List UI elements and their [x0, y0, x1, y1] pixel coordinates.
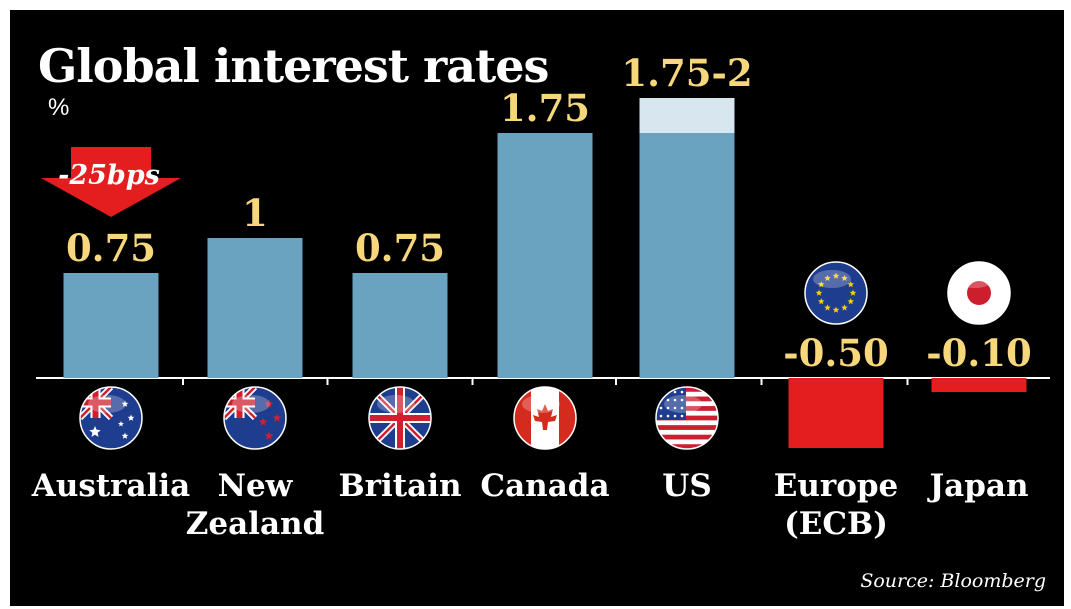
bar-australia — [63, 273, 159, 378]
category-label-line: Australia — [31, 468, 190, 504]
bar-new-zealand — [207, 238, 303, 378]
annotation-down-arrow: -25bps — [41, 147, 181, 217]
source-note: Source: Bloomberg — [860, 570, 1046, 592]
category-label: Europe (ECB) — [774, 468, 899, 542]
britain-flag-icon — [368, 386, 432, 450]
category-label: Canada — [480, 468, 609, 504]
value-label: -0.10 — [926, 331, 1031, 375]
category-label: Australia — [31, 468, 190, 504]
bar-europe-ecb — [788, 378, 884, 448]
category-label: Japan — [926, 468, 1028, 504]
canada-flag-icon — [513, 386, 577, 450]
category-label-line: New — [218, 468, 294, 504]
bar-us — [639, 133, 735, 378]
category-label: Britain — [338, 468, 461, 504]
japan-flag-icon — [947, 261, 1011, 325]
category-label-line: Zealand — [186, 506, 325, 542]
australia-flag-icon — [79, 386, 143, 450]
annotation-label: -25bps — [58, 160, 160, 191]
y-unit-label: % — [48, 94, 70, 121]
chart-title: Global interest rates — [38, 39, 549, 93]
eu-flag-icon — [804, 261, 868, 325]
value-label: 1.75 — [500, 86, 590, 130]
bar-britain — [352, 273, 448, 378]
chart-canvas: 0.75 Australia 1 New Zealand 0.75 Britain 1.75 C… — [31, 51, 1050, 542]
category-label-line: US — [662, 468, 711, 504]
category-label-line: Britain — [338, 468, 461, 504]
value-label: -0.50 — [783, 331, 888, 375]
category-label-line: Canada — [480, 468, 609, 504]
category-label-line: Japan — [926, 468, 1028, 504]
arrow-shape — [41, 147, 181, 217]
bar-japan — [931, 378, 1027, 392]
category-label: New Zealand — [186, 468, 325, 542]
value-label: 1 — [242, 191, 268, 235]
value-label: 0.75 — [66, 226, 156, 270]
value-label: 0.75 — [355, 226, 445, 270]
category-label-line: (ECB) — [784, 506, 888, 542]
bar-range-us — [639, 98, 735, 133]
us-flag-icon — [655, 386, 719, 450]
new-zealand-flag-icon — [223, 386, 287, 450]
value-label: 1.75-2 — [621, 51, 752, 95]
category-label-line: Europe — [774, 468, 899, 504]
chart-panel: 0.75 Australia 1 New Zealand 0.75 Britain 1.75 C… — [10, 10, 1064, 606]
category-label: US — [662, 468, 711, 504]
bar-canada — [497, 133, 593, 378]
